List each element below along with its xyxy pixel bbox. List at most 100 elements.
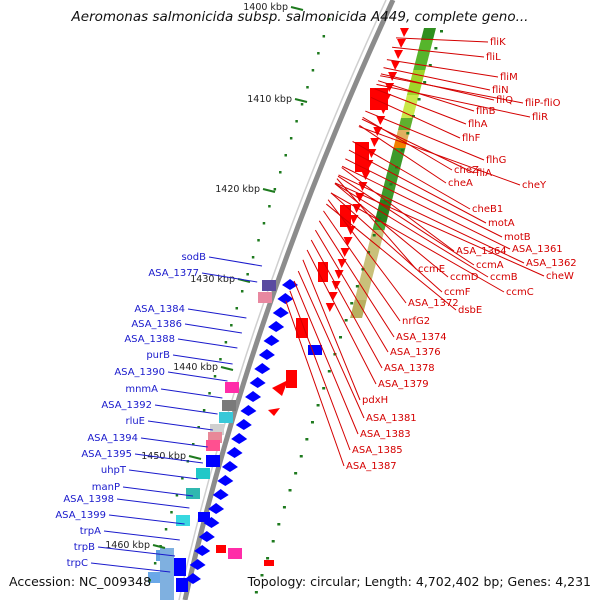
gc-skew-dot bbox=[257, 239, 260, 242]
label-leader-lines bbox=[90, 37, 545, 573]
gc-band-segment-4 bbox=[397, 118, 414, 130]
forward-gene-arrow bbox=[373, 127, 383, 136]
reverse-gene-block-0 bbox=[308, 345, 322, 355]
gene-label-manP: manP bbox=[92, 482, 120, 493]
gc-skew-dot bbox=[322, 35, 326, 38]
reverse-gene-arrow bbox=[282, 279, 298, 290]
gene-label-nrfG2: nrfG2 bbox=[402, 316, 430, 327]
leader-line-trpC bbox=[90, 562, 171, 573]
reverse-gene-arrow bbox=[189, 559, 206, 570]
leader-line-fliN bbox=[383, 67, 491, 91]
leader-line-cheY bbox=[358, 126, 521, 186]
leader-line-ASA_1392 bbox=[154, 404, 218, 415]
gc-band-segment-1 bbox=[413, 40, 433, 70]
reverse-gene-arrow bbox=[194, 545, 211, 556]
gc-skew-dot bbox=[289, 137, 293, 140]
forward-gene-block-5 bbox=[286, 370, 297, 388]
gene-label-fliQ: fliQ bbox=[496, 95, 513, 106]
gene-label-ASA_1394: ASA_1394 bbox=[87, 433, 138, 444]
outer-dot bbox=[417, 98, 421, 101]
leader-line-ASA_1386 bbox=[184, 323, 242, 334]
gene-label-ASA_1387: ASA_1387 bbox=[346, 461, 397, 472]
reverse-gene-block-1 bbox=[206, 455, 220, 467]
gene-label-ASA_1386: ASA_1386 bbox=[131, 319, 182, 330]
gene-label-ccmF: ccmF bbox=[444, 287, 471, 298]
leader-line-ccmE bbox=[336, 178, 417, 270]
leader-line-ASA_1377 bbox=[201, 272, 258, 283]
gene-label-purB: purB bbox=[146, 350, 170, 361]
outer-dot bbox=[333, 353, 337, 356]
gc-skew-dot bbox=[164, 528, 168, 531]
leader-line-sodB bbox=[208, 256, 263, 267]
cog-box-10 bbox=[176, 515, 190, 526]
outer-dot bbox=[299, 455, 303, 458]
reverse-gene-arrow bbox=[184, 573, 201, 584]
leader-line-ASA_1394 bbox=[140, 437, 208, 448]
reverse-gene-block-4 bbox=[176, 578, 188, 592]
leader-line-fliK bbox=[395, 37, 489, 43]
gene-label-ASA_1361: ASA_1361 bbox=[512, 244, 563, 255]
gene-label-rluE: rluE bbox=[125, 416, 145, 427]
gc-skew-dot bbox=[219, 358, 222, 361]
outer-dot bbox=[383, 200, 387, 203]
forward-gene-block-7 bbox=[216, 545, 226, 553]
gene-label-cheY: cheY bbox=[522, 180, 547, 191]
gc-skew-dot bbox=[240, 290, 244, 293]
trp-operon-block bbox=[160, 548, 174, 600]
gene-label-cheW: cheW bbox=[546, 271, 574, 282]
forward-gene-arrow bbox=[397, 39, 407, 48]
leader-line-cheA bbox=[359, 124, 447, 184]
leader-line-flhG bbox=[365, 110, 485, 161]
gene-label-dsbE: dsbE bbox=[458, 305, 482, 316]
gene-label-ASA_1374: ASA_1374 bbox=[396, 332, 447, 343]
leader-line-ccmD bbox=[334, 183, 449, 278]
leader-line-uhpT bbox=[128, 469, 199, 480]
outer-dot bbox=[367, 251, 371, 254]
reverse-gene-arrow bbox=[217, 475, 234, 486]
leader-line-motB bbox=[345, 158, 503, 238]
leader-line-cheB1 bbox=[352, 141, 471, 210]
gc-skew-dot bbox=[284, 154, 287, 157]
outer-dot bbox=[294, 472, 298, 475]
reverse-gene-arrow bbox=[212, 489, 229, 500]
gene-label-ASA_1378: ASA_1378 bbox=[384, 363, 435, 374]
ruler-tick bbox=[294, 98, 308, 103]
reverse-gene-arrow bbox=[258, 349, 275, 360]
gene-label-cheB1: cheB1 bbox=[472, 204, 503, 215]
gene-label-ASA_1379: ASA_1379 bbox=[378, 379, 429, 390]
reverse-gene-arrow bbox=[198, 531, 215, 542]
forward-gene-arrow-small bbox=[268, 408, 280, 416]
outer-dot bbox=[316, 404, 320, 407]
cog-box-9 bbox=[186, 488, 200, 499]
gene-label-flhG: flhG bbox=[486, 155, 506, 166]
ruler-label-1440-kbp: 1440 kbp bbox=[173, 362, 218, 373]
reverse-gene-arrow bbox=[268, 321, 285, 332]
leader-line-ccmC bbox=[330, 192, 505, 293]
reverse-gene-arrow bbox=[226, 447, 243, 458]
forward-gene-arrow bbox=[391, 61, 401, 70]
gene-label-flhB: flhB bbox=[476, 106, 496, 117]
leader-line-trpA bbox=[103, 530, 180, 541]
gene-label-ASA_1390: ASA_1390 bbox=[114, 367, 165, 378]
cog-box-5 bbox=[210, 424, 224, 435]
gc-skew-dot bbox=[181, 477, 184, 480]
gc-skew-dot bbox=[328, 18, 331, 21]
ruler-label-1400-kbp: 1400 kbp bbox=[243, 2, 288, 13]
gene-label-ASA_1362: ASA_1362 bbox=[526, 258, 577, 269]
ruler-tick bbox=[262, 188, 276, 193]
gc-band-segment-8 bbox=[374, 200, 393, 222]
gene-label-fliR: fliR bbox=[532, 112, 548, 123]
leader-line-manP bbox=[122, 486, 194, 497]
leader-line-ccmA bbox=[337, 175, 475, 266]
outer-dot bbox=[378, 217, 382, 220]
gc-band-segment-7 bbox=[380, 148, 406, 200]
cog-box-8 bbox=[196, 468, 210, 479]
reverse-gene-arrow bbox=[263, 335, 280, 346]
leader-line-ASA_1390 bbox=[167, 371, 228, 382]
gc-skew-dot bbox=[213, 375, 217, 378]
leader-line-ASA_1372 bbox=[327, 199, 407, 304]
gc-band-segment-10 bbox=[354, 230, 385, 300]
gene-label-fliA: fliA bbox=[476, 168, 492, 179]
ruler-tick bbox=[188, 455, 202, 460]
outer-dot bbox=[282, 506, 286, 509]
